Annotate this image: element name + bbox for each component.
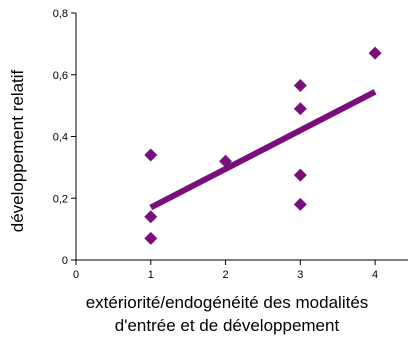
y-tick-label: 0,8 xyxy=(53,8,68,20)
trendline xyxy=(149,89,377,211)
x-axis-title-line-1: extériorité/endogénéité des modalités xyxy=(86,293,369,312)
x-tick-label: 1 xyxy=(148,269,154,281)
data-point xyxy=(219,154,233,168)
y-tick-label: 0,2 xyxy=(53,193,68,205)
x-tick-label: 3 xyxy=(297,269,303,281)
data-point xyxy=(293,79,307,93)
y-axis-title: développement relatif xyxy=(8,69,27,232)
data-point xyxy=(144,210,158,224)
axes xyxy=(75,13,408,261)
trendline-layer xyxy=(149,89,377,211)
y-tick-label: 0,4 xyxy=(53,132,68,144)
data-point xyxy=(144,148,158,162)
data-point xyxy=(368,46,382,60)
x-tick-label: 2 xyxy=(222,269,228,281)
data-point xyxy=(293,168,307,182)
data-point xyxy=(293,102,307,116)
y-tick-label: 0,6 xyxy=(53,70,68,82)
x-tick-label: 0 xyxy=(73,269,79,281)
x-axis-title-line-2: d'entrée et de développement xyxy=(115,316,340,335)
points-layer xyxy=(144,46,382,245)
data-point xyxy=(293,197,307,211)
ticks: 0 0,2 0,4 0,6 0,8 0 1 2 3 4 xyxy=(53,8,378,281)
data-point xyxy=(144,231,158,245)
x-tick-label: 4 xyxy=(372,269,378,281)
y-tick-label: 0 xyxy=(62,255,68,267)
